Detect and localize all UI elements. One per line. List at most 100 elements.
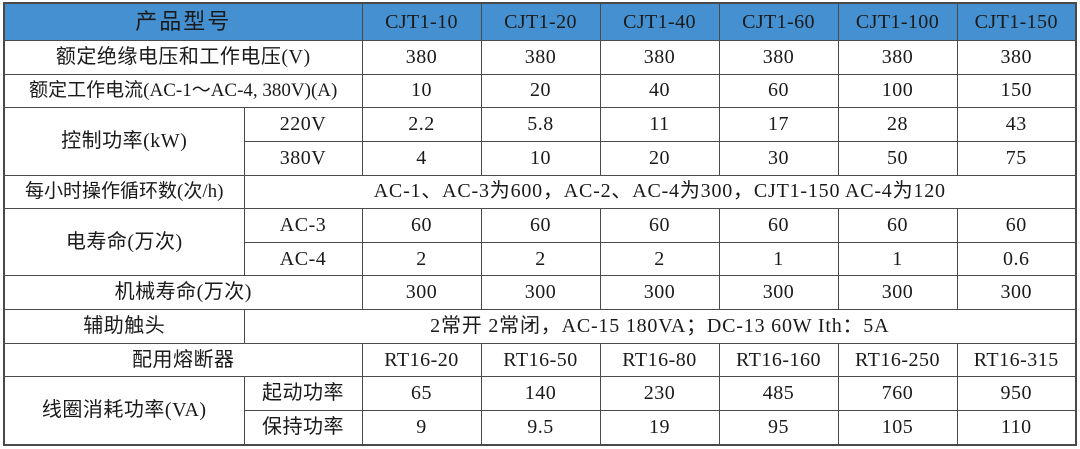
cell-electrical-life-ac3-cjt1-60: 60: [718, 208, 839, 243]
row-label-control-power: 控制功率(kW): [3, 107, 245, 176]
row-label-rated-voltage: 额定绝缘电压和工作电压(V): [3, 40, 363, 75]
cell-fuse-cjt1-60: RT16-160: [718, 342, 839, 378]
cell-rated-voltage-cjt1-20: 380: [480, 40, 601, 75]
cell-coil-power-startup-cjt1-150: 950: [956, 376, 1077, 412]
cell-control-power-380v-cjt1-40: 20: [599, 140, 720, 176]
cell-coil-power-startup-cjt1-20: 140: [480, 376, 601, 412]
sub-label-control-power-220v: 220V: [243, 107, 363, 142]
cell-rated-current-cjt1-60: 60: [718, 73, 839, 109]
table-row-fuse: 配用熔断器 RT16-20 RT16-50 RT16-80 RT16-160 R…: [3, 342, 1077, 378]
cell-coil-power-holding-cjt1-60: 95: [718, 410, 839, 446]
header-model-cjt1-40: CJT1-40: [599, 2, 720, 41]
cell-control-power-220v-cjt1-20: 5.8: [480, 107, 601, 142]
cell-mechanical-life-cjt1-40: 300: [599, 275, 720, 311]
table-row-electrical-life-ac3: 电寿命(万次) AC-3 60 60 60 60 60 60: [3, 208, 1077, 277]
table-row-rated-voltage: 额定绝缘电压和工作电压(V) 380 380 380 380 380 380: [3, 40, 1077, 75]
cell-mechanical-life-cjt1-20: 300: [480, 275, 601, 311]
cell-rated-current-cjt1-100: 100: [837, 73, 958, 109]
table-row-control-power-380v: 380V 4 10 20 30 50 75: [4, 140, 1077, 176]
cell-control-power-220v-cjt1-60: 17: [718, 107, 839, 142]
cell-coil-power-holding-cjt1-10: 9: [361, 410, 482, 446]
cell-coil-power-startup-cjt1-10: 65: [361, 376, 482, 412]
cell-mechanical-life-cjt1-60: 300: [718, 275, 839, 311]
table-row-coil-power-startup: 线圈消耗功率(VA) 起动功率 65 140 230 485 760 950: [3, 376, 1077, 446]
cell-electrical-life-ac4-cjt1-10: 2: [361, 241, 482, 277]
cell-mechanical-life-cjt1-150: 300: [956, 275, 1077, 311]
cell-fuse-cjt1-150: RT16-315: [956, 342, 1077, 378]
cell-coil-power-startup-cjt1-60: 485: [718, 376, 839, 412]
cell-control-power-220v-cjt1-10: 2.2: [361, 107, 482, 142]
header-model-cjt1-20: CJT1-20: [480, 2, 601, 41]
sub-label-electrical-life-ac3: AC-3: [243, 208, 363, 243]
sub-label-coil-power-holding: 保持功率: [243, 410, 363, 446]
cell-rated-current-cjt1-40: 40: [599, 73, 720, 109]
cell-control-power-380v-cjt1-10: 4: [361, 140, 482, 176]
cell-coil-power-holding-cjt1-20: 9.5: [480, 410, 601, 446]
table-row-auxiliary-contacts: 辅助触头 2常开 2常闭，AC-15 180VA；DC-13 60W Ith：5…: [3, 309, 1077, 344]
table-row-mechanical-life: 机械寿命(万次) 300 300 300 300 300 300: [3, 275, 1077, 311]
cell-rated-voltage-cjt1-10: 380: [361, 40, 482, 75]
cell-electrical-life-ac4-cjt1-60: 1: [718, 241, 839, 277]
cell-auxiliary-contacts-note: 2常开 2常闭，AC-15 180VA；DC-13 60W Ith：5A: [243, 309, 1077, 344]
cell-coil-power-holding-cjt1-150: 110: [956, 410, 1077, 446]
cell-fuse-cjt1-40: RT16-80: [599, 342, 720, 378]
row-label-electrical-life: 电寿命(万次): [3, 208, 245, 277]
table-row-operating-cycles: 每小时操作循环数(次/h) AC-1、AC-3为600，AC-2、AC-4为30…: [3, 174, 1077, 210]
cell-electrical-life-ac3-cjt1-40: 60: [599, 208, 720, 243]
product-specification-table: 产品型号 CJT1-10 CJT1-20 CJT1-40 CJT1-60 CJT…: [3, 2, 1078, 446]
cell-electrical-life-ac3-cjt1-20: 60: [480, 208, 601, 243]
cell-electrical-life-ac3-cjt1-150: 60: [956, 208, 1077, 243]
cell-rated-voltage-cjt1-150: 380: [956, 40, 1077, 75]
cell-rated-voltage-cjt1-100: 380: [837, 40, 958, 75]
header-row: 产品型号 CJT1-10 CJT1-20 CJT1-40 CJT1-60 CJT…: [3, 2, 1077, 41]
cell-mechanical-life-cjt1-10: 300: [361, 275, 482, 311]
row-label-operating-cycles: 每小时操作循环数(次/h): [3, 174, 245, 210]
cell-electrical-life-ac4-cjt1-100: 1: [837, 241, 958, 277]
cell-fuse-cjt1-20: RT16-50: [480, 342, 601, 378]
cell-rated-voltage-cjt1-60: 380: [718, 40, 839, 75]
row-label-mechanical-life: 机械寿命(万次): [3, 275, 363, 311]
header-model-cjt1-100: CJT1-100: [837, 2, 958, 41]
row-label-rated-current: 额定工作电流(AC-1～AC-4, 380V)(A): [3, 73, 363, 109]
cell-coil-power-holding-cjt1-40: 19: [599, 410, 720, 446]
cell-rated-voltage-cjt1-40: 380: [599, 40, 720, 75]
cell-operating-cycles-note: AC-1、AC-3为600，AC-2、AC-4为300，CJT1-150 AC-…: [243, 174, 1077, 210]
cell-electrical-life-ac4-cjt1-150: 0.6: [956, 241, 1077, 277]
cell-control-power-380v-cjt1-60: 30: [718, 140, 839, 176]
row-label-coil-power: 线圈消耗功率(VA): [3, 376, 245, 446]
row-label-fuse: 配用熔断器: [3, 342, 363, 378]
row-label-auxiliary-contacts: 辅助触头: [3, 309, 245, 344]
table-row-rated-current: 额定工作电流(AC-1～AC-4, 380V)(A) 10 20 40 60 1…: [3, 73, 1077, 109]
cell-fuse-cjt1-100: RT16-250: [837, 342, 958, 378]
cell-mechanical-life-cjt1-100: 300: [837, 275, 958, 311]
cell-control-power-220v-cjt1-40: 11: [599, 107, 720, 142]
table-row-coil-power-holding: 保持功率 9 9.5 19 95 105 110: [4, 410, 1077, 446]
cell-control-power-220v-cjt1-150: 43: [956, 107, 1077, 142]
cell-rated-current-cjt1-150: 150: [956, 73, 1077, 109]
cell-electrical-life-ac4-cjt1-20: 2: [480, 241, 601, 277]
cell-fuse-cjt1-10: RT16-20: [361, 342, 482, 378]
header-model-cjt1-10: CJT1-10: [361, 2, 482, 41]
cell-rated-current-cjt1-10: 10: [361, 73, 482, 109]
cell-coil-power-startup-cjt1-100: 760: [837, 376, 958, 412]
cell-control-power-380v-cjt1-150: 75: [956, 140, 1077, 176]
header-model-cjt1-60: CJT1-60: [718, 2, 839, 41]
table-body: 额定绝缘电压和工作电压(V) 380 380 380 380 380 380 额…: [3, 40, 1077, 446]
sub-label-coil-power-startup: 起动功率: [243, 376, 363, 412]
cell-electrical-life-ac3-cjt1-100: 60: [837, 208, 958, 243]
cell-rated-current-cjt1-20: 20: [480, 73, 601, 109]
cell-control-power-380v-cjt1-20: 10: [480, 140, 601, 176]
cell-electrical-life-ac3-cjt1-10: 60: [361, 208, 482, 243]
header-model-cjt1-150: CJT1-150: [956, 2, 1077, 41]
sub-label-control-power-380v: 380V: [243, 140, 363, 176]
cell-electrical-life-ac4-cjt1-40: 2: [599, 241, 720, 277]
table-row-electrical-life-ac4: AC-4 2 2 2 1 1 0.6: [4, 241, 1077, 277]
table-header: 产品型号 CJT1-10 CJT1-20 CJT1-40 CJT1-60 CJT…: [3, 2, 1077, 41]
cell-control-power-380v-cjt1-100: 50: [837, 140, 958, 176]
cell-coil-power-startup-cjt1-40: 230: [599, 376, 720, 412]
header-product-model: 产品型号: [3, 2, 363, 41]
table-row-control-power-220v: 控制功率(kW) 220V 2.2 5.8 11 17 28 43: [3, 107, 1077, 176]
cell-control-power-220v-cjt1-100: 28: [837, 107, 958, 142]
sub-label-electrical-life-ac4: AC-4: [243, 241, 363, 277]
